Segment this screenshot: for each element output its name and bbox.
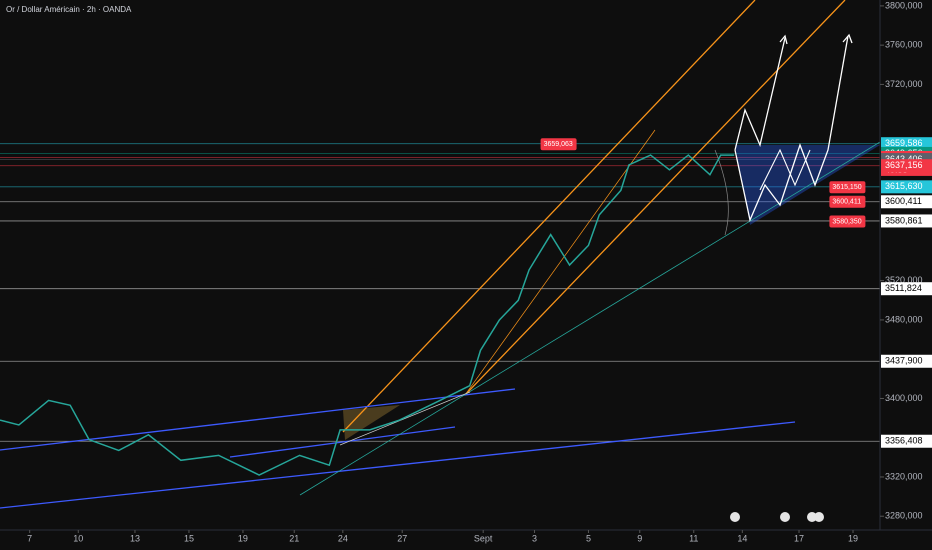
x-tick-label: 19 (848, 533, 858, 543)
chart-tag-label: 3580,350 (832, 218, 861, 225)
y-tick-label: 3800,000 (885, 0, 923, 10)
x-tick-label: 27 (397, 533, 407, 543)
x-tick-label: 3 (532, 533, 537, 543)
projection-arrow (759, 148, 811, 191)
channel-line (0, 421, 796, 509)
y-tick-label: 3280,000 (885, 511, 923, 521)
y-tick-label: 3320,000 (885, 471, 923, 481)
projection-arrow (734, 37, 786, 151)
price-label: 3643,406 (885, 154, 923, 164)
event-icon (814, 512, 824, 522)
price-label: 3637,156 (885, 160, 923, 170)
channel-line (464, 0, 846, 396)
x-tick-label: 14 (737, 533, 747, 543)
price-label: 3437,900 (885, 356, 923, 366)
channel-line (229, 426, 456, 458)
price-box (881, 195, 932, 209)
price-box (881, 214, 932, 228)
arrow-head (842, 33, 853, 44)
price-label: 3356,408 (885, 436, 923, 446)
chart-tag-label: 3615,150 (832, 184, 861, 191)
drawings (0, 0, 881, 509)
trend-line (339, 391, 471, 446)
price-box (881, 159, 932, 173)
channel-line (342, 0, 756, 433)
price-label: 3615,630 (885, 181, 923, 191)
trend-line (299, 141, 881, 496)
x-tick-label: 11 (689, 533, 698, 543)
x-tick-label: 21 (289, 533, 299, 543)
chart-tag (829, 215, 866, 228)
y-tick-label: 3480,000 (885, 314, 923, 324)
events (730, 512, 824, 522)
triangle-zone (735, 145, 880, 225)
x-tick-label: 17 (794, 533, 804, 543)
x-tick-label: 7 (27, 533, 32, 543)
chart-tag (829, 195, 866, 208)
y-axis-panel (880, 0, 932, 550)
event-icon (730, 512, 740, 522)
price-label: 3580,861 (885, 215, 923, 225)
x-tick-label: 13 (130, 533, 140, 543)
chart-tag-label: 3659,063 (544, 141, 573, 148)
chart-title: Or / Dollar Américain · 2h · OANDA (6, 5, 132, 14)
x-tick-label: 24 (338, 533, 348, 543)
x-tick-label: Sept (474, 533, 493, 543)
price-box (881, 434, 932, 448)
event-icon (807, 512, 817, 522)
y-tick-label: 3720,000 (885, 79, 923, 89)
y-tick-label: 3760,000 (885, 40, 923, 50)
price-line (0, 154, 735, 476)
price-box (881, 282, 932, 296)
x-tick-label: 15 (184, 533, 194, 543)
projection-arrow (734, 35, 849, 223)
x-tick-label: 9 (637, 533, 642, 543)
chart-tag (829, 181, 866, 194)
price-label: 3511,824 (885, 283, 922, 293)
price-label: 3600,411 (885, 196, 922, 206)
y-tick-label: 3520,000 (885, 275, 923, 285)
wedge-zone (343, 405, 400, 440)
x-tick-label: 19 (238, 533, 248, 543)
channel-line (464, 129, 656, 396)
price-box (881, 180, 932, 194)
event-icon (780, 512, 790, 522)
y-tick-label: 3400,000 (885, 393, 923, 403)
chart-tag (540, 138, 577, 151)
x-tick-label: 5 (586, 533, 591, 543)
channel-line (0, 388, 516, 451)
arrow-head (779, 34, 788, 45)
chart-tag-label: 3600,411 (832, 199, 861, 206)
price-box (881, 354, 932, 368)
x-tick-label: 10 (73, 533, 83, 543)
price-label: 3659,586 (885, 138, 923, 148)
